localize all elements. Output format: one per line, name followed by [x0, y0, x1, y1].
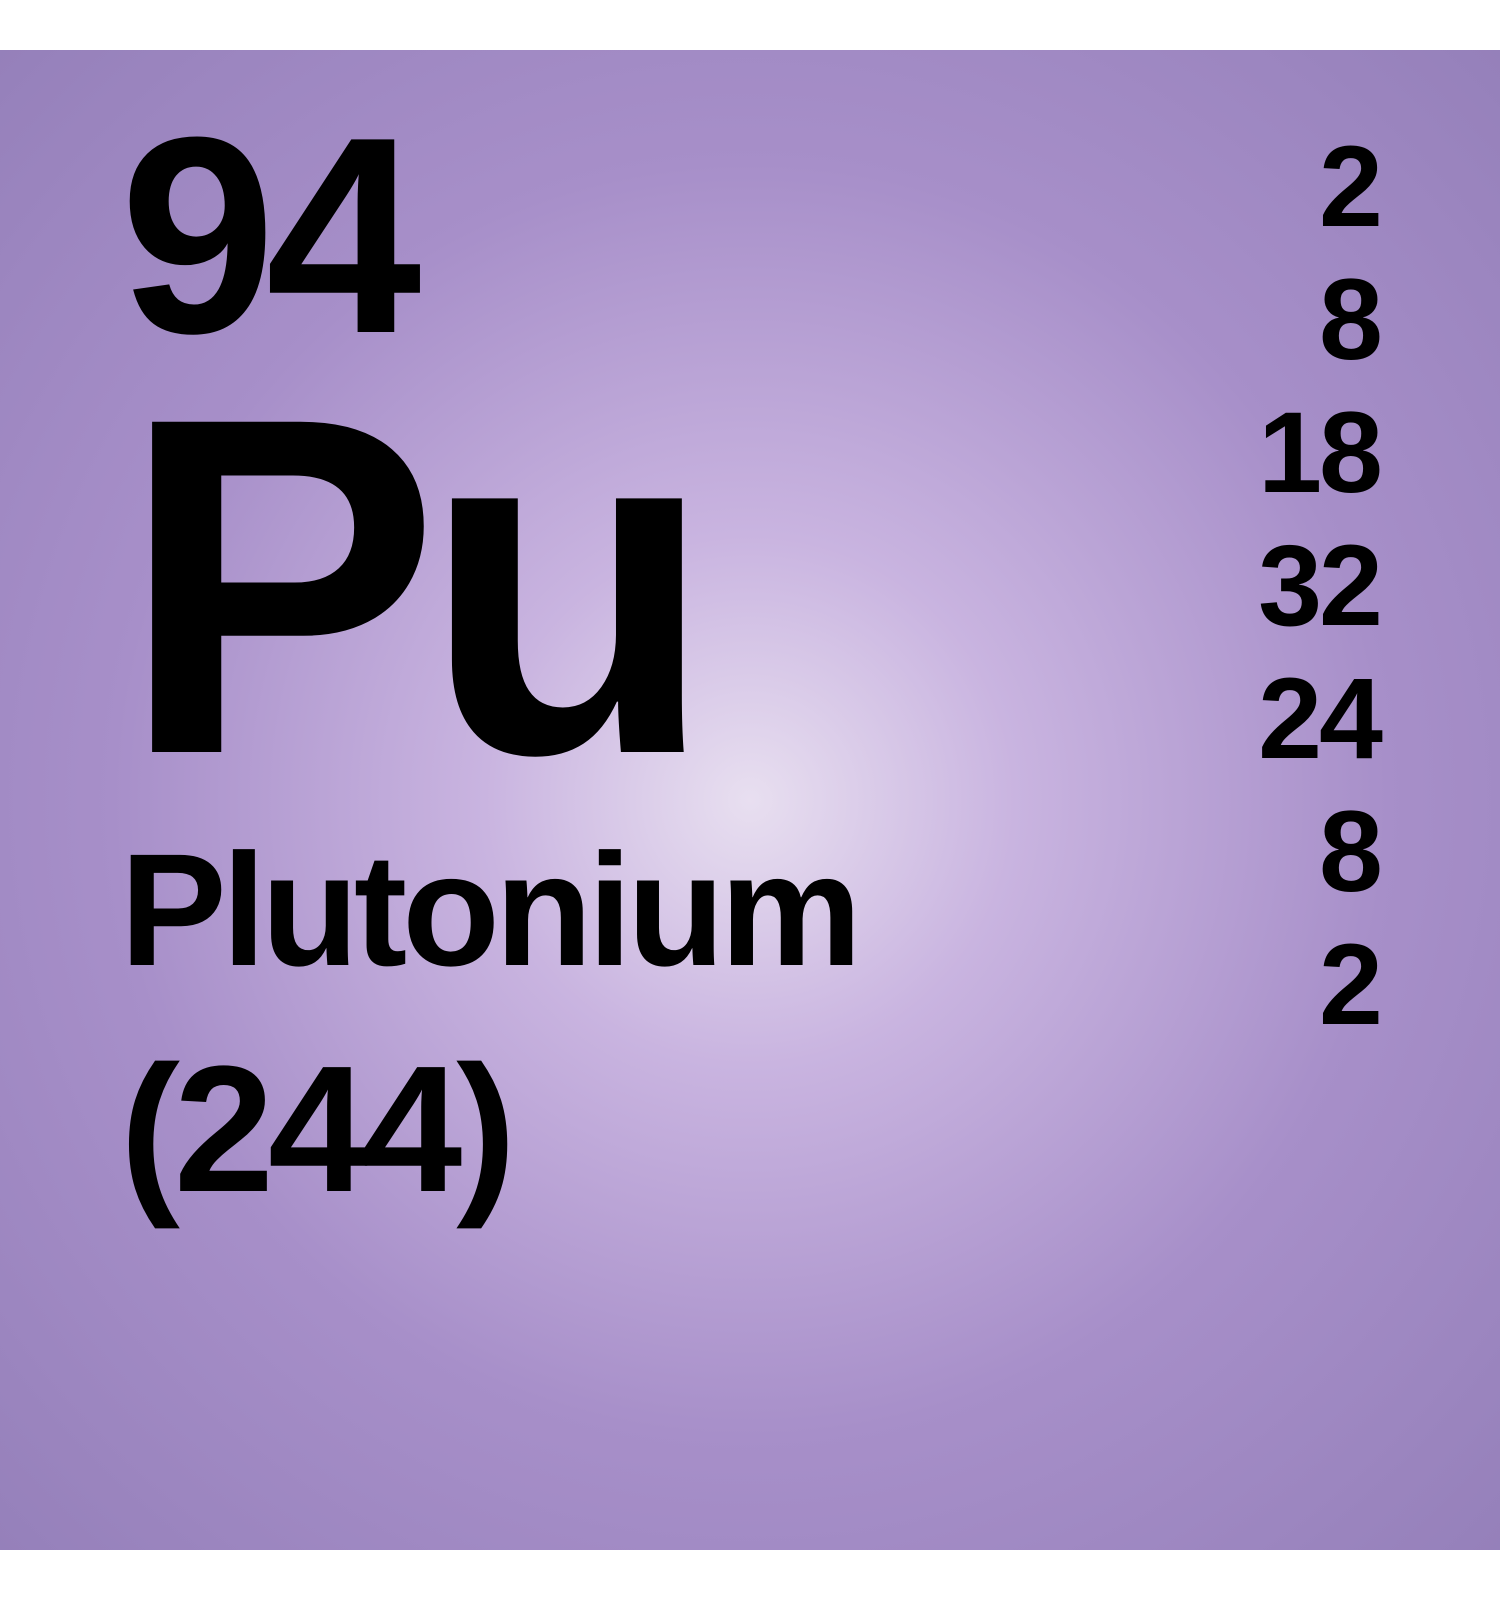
shell-value: 8	[1319, 795, 1380, 910]
atomic-mass: (244)	[120, 1040, 857, 1220]
element-main-info: 94 Pu Plutonium (244)	[120, 110, 857, 1220]
shell-value: 24	[1258, 662, 1380, 777]
shell-value: 2	[1319, 130, 1380, 245]
electron-shells: 2 8 18 32 24 8 2	[1258, 130, 1380, 1043]
shell-value: 18	[1258, 396, 1380, 511]
shell-value: 32	[1258, 529, 1380, 644]
top-whitespace	[0, 0, 1500, 50]
element-symbol: Pu	[120, 382, 857, 790]
bottom-whitespace	[0, 1550, 1500, 1600]
element-card: 94 Pu Plutonium (244) 2 8 18 32 24 8 2	[0, 50, 1500, 1550]
shell-value: 2	[1319, 928, 1380, 1043]
element-name: Plutonium	[120, 830, 857, 990]
shell-value: 8	[1319, 263, 1380, 378]
